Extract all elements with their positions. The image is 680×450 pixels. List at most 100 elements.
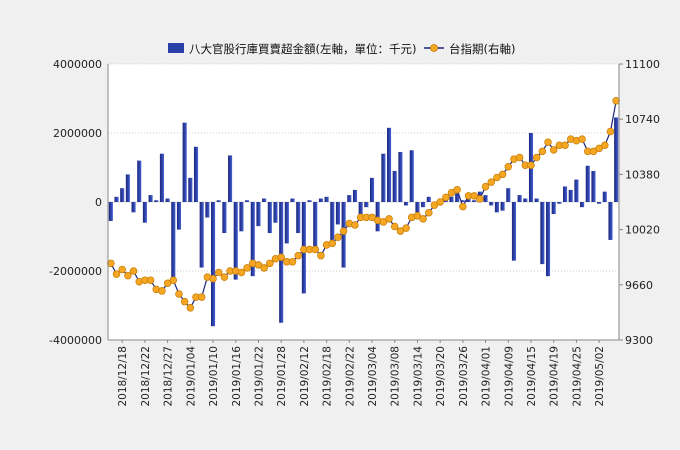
bar [313,202,318,247]
index-point [129,267,138,275]
right-tick-label: 10740 [625,113,660,126]
bar [449,196,454,202]
index-point [549,146,558,154]
bar [273,202,278,223]
bar [137,160,142,202]
index-point [163,279,172,288]
bar [233,202,238,280]
bar [483,195,488,202]
index-point [481,182,490,191]
index-point [237,268,246,277]
bar [392,170,397,202]
x-tick-label: 2019/04/19 [549,346,561,407]
index-point [493,173,501,182]
index-point [538,147,547,156]
x-tick-label: 2019/05/02 [594,346,606,407]
left-tick-label: 4000000 [53,58,102,71]
index-point [470,192,478,200]
line-series [107,97,620,312]
index-point [396,227,405,235]
index-point [589,147,598,156]
bar [296,202,301,234]
bar [387,127,392,202]
index-point [288,258,297,266]
bar [330,202,335,244]
x-tick-label: 2019/01/10 [208,346,220,407]
bar [585,165,590,202]
index-point [425,208,433,217]
bar [125,174,130,202]
bar [472,200,477,202]
bar [415,202,420,213]
index-point [368,213,376,222]
left-tick-label: 0 [95,196,102,209]
x-tick-label: 2019/04/09 [503,346,515,407]
x-tick-label: 2018/12/27 [163,346,175,407]
bar [398,151,403,202]
bar [165,198,170,202]
x-tick-label: 2019/04/01 [481,346,493,407]
index-point [390,222,399,231]
right-tick-label: 10020 [625,224,660,237]
bar [563,186,568,202]
bar [347,195,352,202]
index-point [419,215,427,223]
x-tick-label: 2019/01/28 [276,346,288,407]
bar [114,196,119,202]
bar [358,202,363,215]
bar [511,202,517,261]
bar [568,189,573,202]
left-axis: 4000000 2000000 0 -2000000 -4000000 [49,58,109,347]
index-point [561,141,569,150]
index-point [527,161,535,169]
bar [494,202,499,213]
right-axis: 11100 10740 10380 10020 9660 9300 [618,58,660,347]
index-point [277,253,285,261]
bar [290,198,295,202]
index-point [385,215,393,223]
index-point [107,259,115,268]
bar [210,202,216,327]
bar [602,191,607,202]
index-point [209,274,217,283]
x-tick-label: 2019/04/15 [526,346,538,407]
bar [120,188,125,202]
bar [142,202,147,223]
index-point [351,221,359,229]
bar [239,202,244,232]
bar [154,200,159,202]
bar [182,122,187,202]
index-point [612,97,620,105]
index-point [328,239,337,248]
bar [500,202,505,211]
index-point [379,218,388,226]
index-point [260,264,268,272]
bar [318,198,323,202]
left-tick-label: -2000000 [49,265,102,278]
left-tick-label: -4000000 [49,334,102,347]
index-point [601,141,609,150]
index-point [498,170,507,179]
index-point [118,265,126,274]
x-tick-label: 2019/01/04 [185,346,197,407]
index-point [487,178,496,186]
index-point [436,198,444,206]
right-tick-label: 11100 [625,58,660,71]
index-point [606,127,615,136]
bar [307,200,312,202]
x-axis: 2018/12/18 2018/12/22 2018/12/27 2019/01/04… [108,339,619,407]
bar [199,202,204,268]
bar [148,195,153,202]
bar [352,189,358,202]
bar [159,153,164,202]
legend-line-label: 台指期(右軸) [449,42,515,56]
bar [171,202,176,278]
x-tick-label: 2019/02/12 [299,346,311,407]
bar [364,202,369,208]
index-point [214,268,223,277]
bar [551,202,556,215]
bar [517,195,522,202]
bar [256,202,261,227]
x-tick-label: 2019/03/20 [435,346,447,407]
